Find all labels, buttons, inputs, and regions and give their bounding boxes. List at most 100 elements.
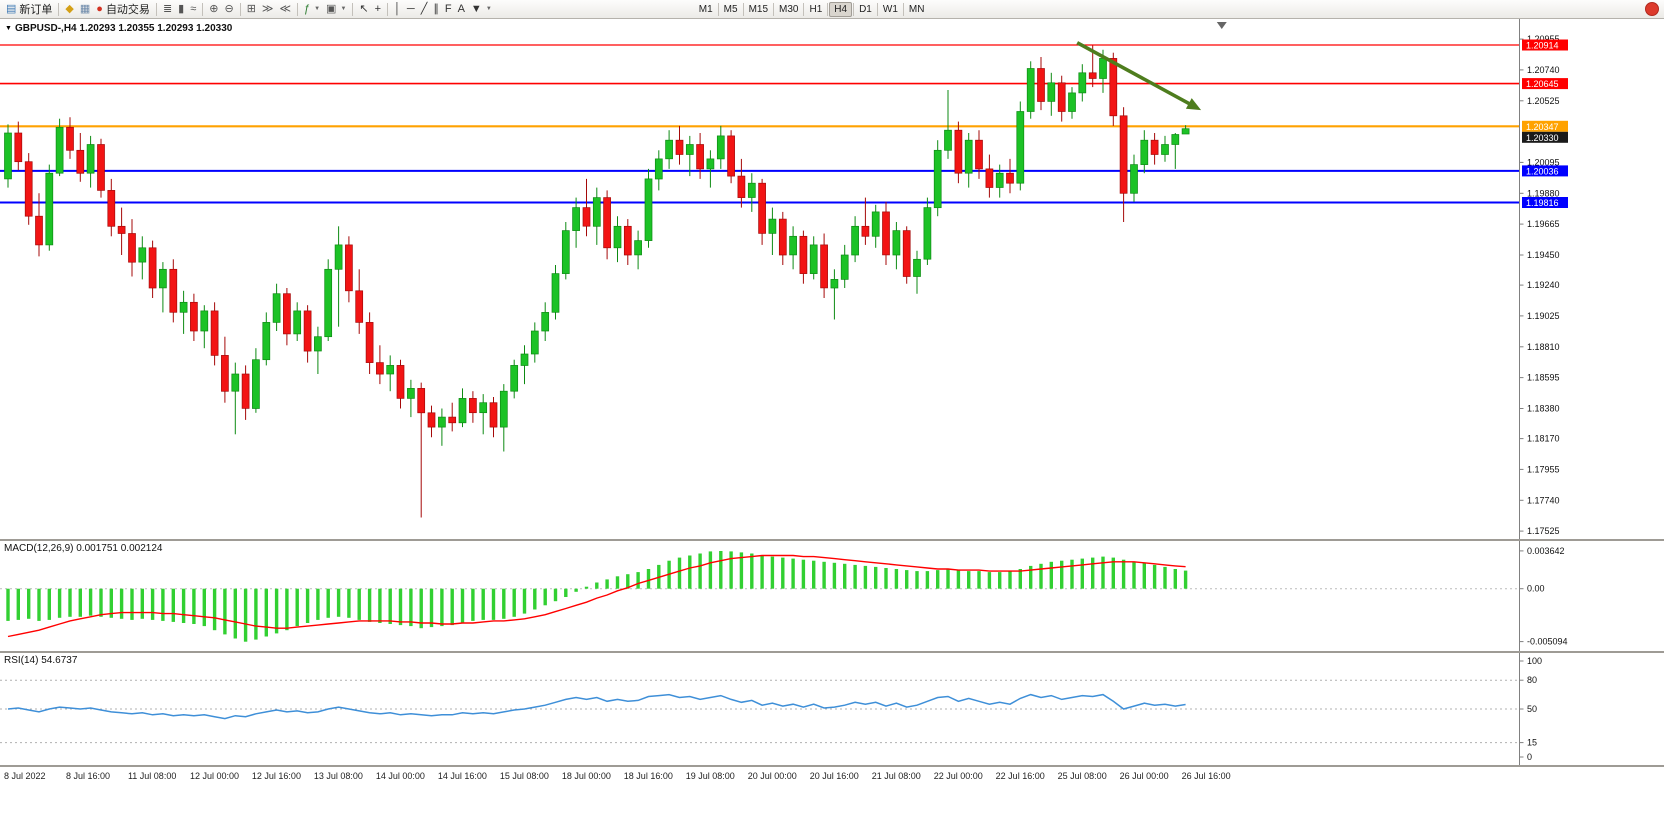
vertical-line-button[interactable]: │ <box>391 1 404 17</box>
timeframe-h4-button[interactable]: H4 <box>829 1 853 17</box>
horizontal-line-button[interactable]: ─ <box>404 1 418 17</box>
rsi-line <box>7 693 1186 720</box>
svg-text:1.20330: 1.20330 <box>1526 133 1559 143</box>
dropdown-arrow-icon: ▼ <box>314 6 321 12</box>
cursor-button[interactable]: ↖ <box>356 1 371 17</box>
horizontal-lines[interactable] <box>0 44 1520 204</box>
crosshair-button[interactable]: + <box>372 1 384 17</box>
chart-menu-icon[interactable]: ▼ <box>5 25 12 32</box>
charts-window-button[interactable]: ▦ <box>77 1 93 17</box>
timeframe-w1-button[interactable]: W1 <box>882 3 898 15</box>
time-label: 12 Jul 16:00 <box>251 771 301 781</box>
time-label: 20 Jul 00:00 <box>747 771 797 781</box>
new-order-icon: ▤ <box>6 2 17 15</box>
autotrading-icon: ● <box>96 2 103 15</box>
price-tag-1.19816: 1.19816 <box>1522 197 1568 208</box>
tile-windows-icon: ⊞ <box>246 2 256 15</box>
rsi-axis: 100 80 50 15 0 <box>1519 653 1542 765</box>
svg-text:1.19450: 1.19450 <box>1527 250 1560 260</box>
svg-text:1.20740: 1.20740 <box>1527 65 1560 75</box>
channel-icon: ∥ <box>433 2 439 15</box>
time-label: 12 Jul 00:00 <box>189 771 239 781</box>
auto-scroll-button[interactable]: ≫ <box>259 1 277 17</box>
svg-text:1.18595: 1.18595 <box>1527 373 1560 383</box>
new-order-button-label: 新订单 <box>19 4 53 16</box>
chart-window-icon: ▦ <box>79 2 91 15</box>
svg-text:1.20955: 1.20955 <box>1527 34 1560 44</box>
svg-text:1.20645: 1.20645 <box>1526 79 1559 89</box>
zoom-out-button[interactable]: ⊖ <box>221 1 236 17</box>
panel-divider-rsi[interactable] <box>0 651 1664 653</box>
toolbar-separator <box>773 2 775 16</box>
community-icon[interactable] <box>1645 2 1659 16</box>
svg-text:15: 15 <box>1527 738 1537 748</box>
timeframe-h1-button[interactable]: H1 <box>809 3 823 15</box>
time-label: 22 Jul 00:00 <box>933 771 983 781</box>
svg-text:80: 80 <box>1527 675 1537 685</box>
text-button[interactable]: A <box>455 1 468 17</box>
macd-label: MACD(12,26,9) 0.001751 0.002124 <box>4 543 163 554</box>
time-label: 26 Jul 00:00 <box>1119 771 1169 781</box>
svg-text:1.17955: 1.17955 <box>1527 464 1560 474</box>
timeframe-m15-button[interactable]: M15 <box>748 3 769 15</box>
autotrading-button[interactable]: ● 自动交易 <box>93 1 153 17</box>
macd-signal-line <box>7 554 1186 638</box>
zoom-out-icon: ⊖ <box>224 2 234 15</box>
chart-candles-button[interactable]: ▮ <box>175 1 187 17</box>
cursor-icon: ↖ <box>359 2 369 15</box>
timeframe-m1-button[interactable]: M1 <box>698 3 713 15</box>
timeframe-mn-button[interactable]: MN <box>908 3 925 15</box>
panel-divider-bottom <box>0 765 1664 767</box>
svg-text:-0.005094: -0.005094 <box>1527 637 1568 647</box>
tile-windows-button[interactable]: ⊞ <box>244 1 259 17</box>
time-axis: 8 Jul 2022 8 Jul 16:00 11 Jul 08:00 12 Jul … <box>0 767 1664 787</box>
symbol-ohlc-label: ▼ GBPUSD-,H4 1.20293 1.20355 1.20293 1.20… <box>5 23 232 34</box>
time-label: 18 Jul 16:00 <box>623 771 673 781</box>
toolbar-separator <box>717 2 719 16</box>
candles <box>4 45 1190 518</box>
toolbar-separator <box>155 2 157 16</box>
toolbar-separator <box>902 2 904 16</box>
templates-button[interactable]: ▣ ▼ <box>323 1 349 17</box>
vertical-line-icon: │ <box>394 2 401 15</box>
timeframe-d1-button[interactable]: D1 <box>859 3 872 15</box>
trendline-button[interactable]: ╱ <box>418 1 431 17</box>
indicators-button[interactable]: ƒ ▼ <box>301 1 323 17</box>
macd-histogram <box>6 551 1188 642</box>
panel-divider-macd[interactable] <box>0 539 1664 541</box>
auto-scroll-icon: ≫ <box>261 2 274 15</box>
toolbar-separator <box>202 2 204 16</box>
chart-line-button[interactable]: ≈ <box>187 1 199 17</box>
dropdown-arrow-icon: ▼ <box>340 6 347 12</box>
chart-shift-marker[interactable] <box>1216 22 1227 29</box>
price-chart-panel[interactable]: 1.20955 1.20740 1.20525 1.20095 1.19880 1.196… <box>0 19 1664 539</box>
svg-text:1.17740: 1.17740 <box>1527 495 1560 505</box>
chart-shift-button[interactable]: ≪ <box>276 1 294 17</box>
toolbar-separator <box>239 2 241 16</box>
macd-axis: 0.003642 0.00 -0.005094 <box>1519 541 1568 651</box>
fibonacci-button[interactable]: F <box>442 1 455 17</box>
timeframe-m5-button[interactable]: M5 <box>723 3 738 15</box>
chart-bars-button[interactable]: ≣ <box>160 1 175 17</box>
profiles-button[interactable]: ◆ <box>62 1 76 17</box>
zoom-in-button[interactable]: ⊕ <box>206 1 221 17</box>
svg-text:1.19665: 1.19665 <box>1527 219 1560 229</box>
new-order-button[interactable]: ▤ 新订单 <box>3 1 55 17</box>
zoom-in-icon: ⊕ <box>209 2 219 15</box>
macd-panel[interactable]: 0.003642 0.00 -0.005094 <box>0 541 1664 651</box>
rsi-panel[interactable]: 100 80 50 15 0 <box>0 653 1664 765</box>
svg-text:1.20036: 1.20036 <box>1526 166 1559 176</box>
toolbar-separator <box>803 2 805 16</box>
timeframe-m30-button[interactable]: M30 <box>779 3 799 15</box>
time-label: 20 Jul 16:00 <box>809 771 859 781</box>
price-tag-1.20645: 1.20645 <box>1522 78 1568 90</box>
toolbar-separator <box>876 2 878 16</box>
channel-button[interactable]: ∥ <box>430 1 442 17</box>
time-label: 14 Jul 00:00 <box>375 771 425 781</box>
text-icon: A <box>457 2 465 15</box>
price-axis: 1.20955 1.20740 1.20525 1.20095 1.19880 1.196… <box>1519 19 1560 539</box>
arrows-button[interactable]: ▼ ▼ <box>468 1 495 17</box>
trend-arrow-annotation[interactable] <box>1076 41 1202 111</box>
rsi-label: RSI(14) 54.6737 <box>4 655 78 666</box>
svg-text:1.18170: 1.18170 <box>1527 434 1560 444</box>
